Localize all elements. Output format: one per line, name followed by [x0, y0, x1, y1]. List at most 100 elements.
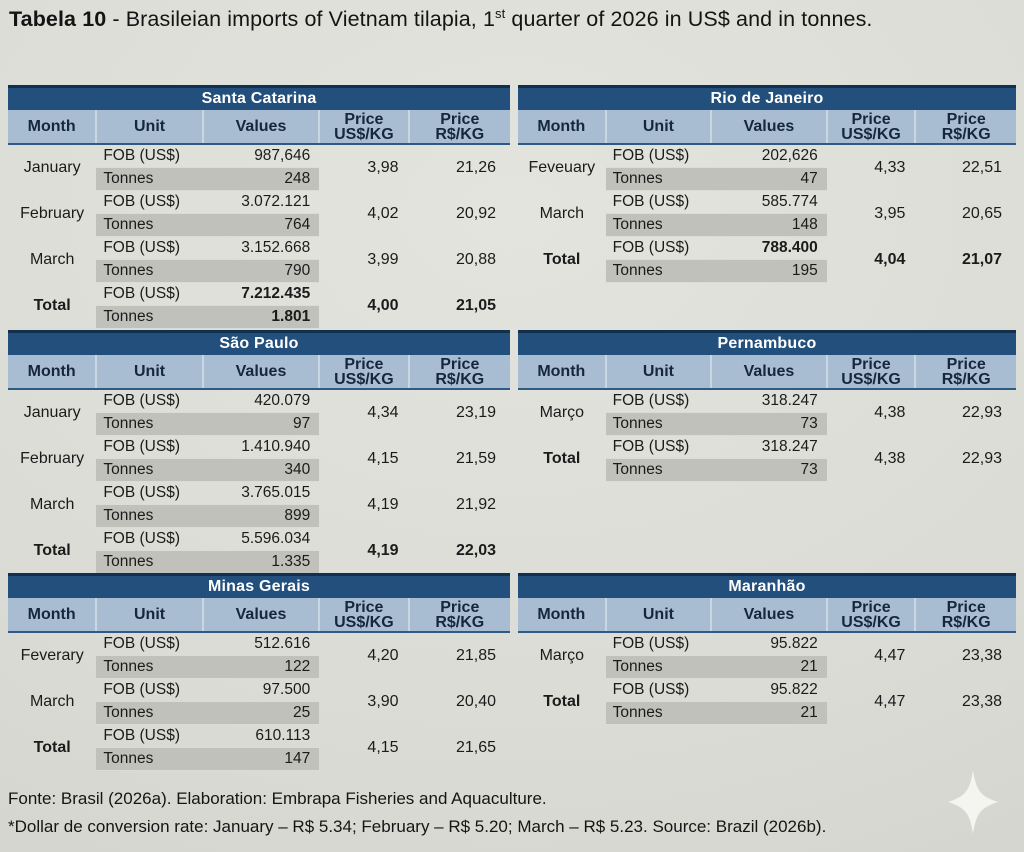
unit-tonnes-cell: Tonnes	[96, 747, 203, 771]
price-usd-cell: 4,15	[367, 738, 399, 756]
price-brl-cell: 23,38	[961, 692, 1002, 710]
unit-fob-cell: FOB (US$)	[103, 727, 180, 744]
col-header-price-brl: Price R$/KG	[408, 110, 510, 145]
unit-tonnes-cell: Tonnes	[605, 167, 712, 191]
col-header-price-usd: Price US$/KG	[319, 598, 410, 633]
unit-tonnes-cell: Tonnes	[96, 655, 203, 679]
fob-value-cell: 202,626	[761, 147, 818, 164]
price-usd-cell: 4,19	[367, 541, 399, 559]
fob-value-cell: 3.152.668	[241, 239, 311, 256]
col-header-values: Values	[711, 598, 828, 633]
month-cell: March	[29, 495, 75, 513]
data-table: Month Unit Values Price US$/KG Price R$/KG Feve…	[518, 110, 1016, 283]
unit-tonnes-cell: Tonnes	[96, 412, 203, 436]
unit-fob-cell: FOB (US$)	[612, 147, 690, 164]
table-row-fob: Feverary FOB (US$) 512.616 4,20 21,85	[8, 632, 510, 664]
price-usd-cell: 4,47	[874, 646, 906, 664]
unit-fob-cell: FOB (US$)	[103, 392, 180, 409]
price-usd-cell: 4,20	[367, 646, 399, 664]
table-title: Pernambuco	[518, 330, 1016, 355]
tonnes-value-cell: 73	[711, 412, 827, 436]
table-row-fob: Total FOB (US$) 7.212.435 4,00 21,05	[8, 283, 510, 314]
month-cell: Feveuary	[528, 158, 596, 176]
unit-fob-cell: FOB (US$)	[103, 193, 180, 210]
col-header-price-brl: Price R$/KG	[408, 355, 510, 390]
table-row-tonnes: Tonnes 147	[8, 747, 510, 771]
month-cell: Total	[543, 449, 581, 467]
unit-tonnes-cell: Tonnes	[96, 305, 203, 329]
col-header-unit: Unit	[605, 355, 713, 390]
col-header-unit: Unit	[96, 355, 204, 390]
unit-fob-cell: FOB (US$)	[612, 239, 690, 256]
price-brl-cell: 21,26	[455, 158, 496, 176]
unit-tonnes-cell: Tonnes	[605, 259, 712, 283]
table-row-fob: Março FOB (US$) 318.247 4,38 22,93	[518, 389, 1016, 421]
table-row-tonnes: Tonnes 73	[518, 412, 1016, 436]
table-row-tonnes: Tonnes 25	[8, 701, 510, 725]
tonnes-value-cell: 122	[202, 655, 320, 679]
table-title: Santa Catarina	[8, 85, 510, 110]
data-table: Month Unit Values Price US$/KG Price R$/KG Març…	[518, 355, 1016, 482]
col-header-month: Month	[8, 355, 98, 390]
price-brl-cell: 21,65	[455, 738, 496, 756]
month-cell: March	[29, 692, 75, 710]
table-title: São Paulo	[8, 330, 510, 355]
price-usd-cell: 4,02	[367, 204, 399, 222]
table-row-fob: March FOB (US$) 3.152.668 3,99 20,88	[8, 237, 510, 268]
table-row-tonnes: Tonnes 148	[518, 213, 1016, 237]
price-brl-cell: 23,19	[455, 403, 496, 421]
table-santa-catarina: Santa Catarina Month Unit Values Price US$/KG…	[8, 85, 510, 329]
table-row-fob: Total FOB (US$) 95.822 4,47 23,38	[518, 679, 1016, 710]
price-brl-cell: 20,88	[455, 250, 496, 268]
fob-value-cell: 7.212.435	[241, 285, 311, 302]
tonnes-value-cell: 899	[202, 504, 320, 528]
fob-value-cell: 788.400	[761, 239, 818, 256]
table-row-tonnes: Tonnes 21	[518, 701, 1016, 725]
fob-value-cell: 585.774	[761, 193, 818, 210]
tonnes-value-cell: 21	[711, 701, 827, 725]
price-usd-cell: 4,19	[367, 495, 399, 513]
table-row-tonnes: Tonnes 97	[8, 412, 510, 436]
table-number-label: Tabela 10	[9, 7, 107, 32]
price-brl-cell: 22,93	[961, 449, 1002, 467]
col-header-values: Values	[202, 355, 321, 390]
price-usd-cell: 4,47	[874, 692, 906, 710]
tonnes-value-cell: 47	[711, 167, 827, 191]
unit-fob-cell: FOB (US$)	[103, 147, 180, 164]
col-header-values: Values	[711, 355, 828, 390]
col-header-month: Month	[8, 598, 98, 633]
table-row-tonnes: Tonnes 73	[518, 458, 1016, 482]
unit-fob-cell: FOB (US$)	[103, 285, 180, 302]
table-row-tonnes: Tonnes 790	[8, 259, 510, 283]
fob-value-cell: 3.765.015	[241, 484, 311, 501]
price-brl-cell: 22,03	[455, 541, 496, 559]
page-title: Tabela 10 - Brasileian imports of Vietna…	[9, 6, 873, 32]
fob-value-cell: 318.247	[761, 392, 818, 409]
price-brl-cell: 21,85	[455, 646, 496, 664]
unit-tonnes-cell: Tonnes	[605, 213, 712, 237]
unit-tonnes-cell: Tonnes	[96, 259, 203, 283]
table-pernambuco: Pernambuco Month Unit Values Price US$/KG Pric…	[518, 330, 1016, 482]
price-brl-cell: 21,59	[455, 449, 496, 467]
col-header-values: Values	[711, 110, 828, 145]
table-row-tonnes: Tonnes 248	[8, 167, 510, 191]
price-usd-cell: 4,38	[874, 403, 906, 421]
table-title: Rio de Janeiro	[518, 85, 1016, 110]
col-header-month: Month	[8, 110, 98, 145]
price-brl-cell: 21,92	[455, 495, 496, 513]
col-header-values: Values	[202, 598, 321, 633]
unit-tonnes-cell: Tonnes	[605, 412, 712, 436]
price-usd-cell: 4,34	[367, 403, 399, 421]
price-brl-cell: 23,38	[961, 646, 1002, 664]
table-row-tonnes: Tonnes 47	[518, 167, 1016, 191]
col-header-price-usd: Price US$/KG	[826, 598, 917, 633]
tonnes-value-cell: 195	[711, 259, 827, 283]
month-cell: Total	[33, 738, 71, 756]
unit-fob-cell: FOB (US$)	[612, 635, 690, 652]
table-row-fob: Março FOB (US$) 95.822 4,47 23,38	[518, 632, 1016, 664]
month-cell: January	[23, 158, 81, 176]
table-row-fob: Total FOB (US$) 610.113 4,15 21,65	[8, 725, 510, 756]
unit-fob-cell: FOB (US$)	[103, 635, 180, 652]
price-usd-cell: 4,04	[874, 250, 906, 268]
unit-tonnes-cell: Tonnes	[96, 213, 203, 237]
